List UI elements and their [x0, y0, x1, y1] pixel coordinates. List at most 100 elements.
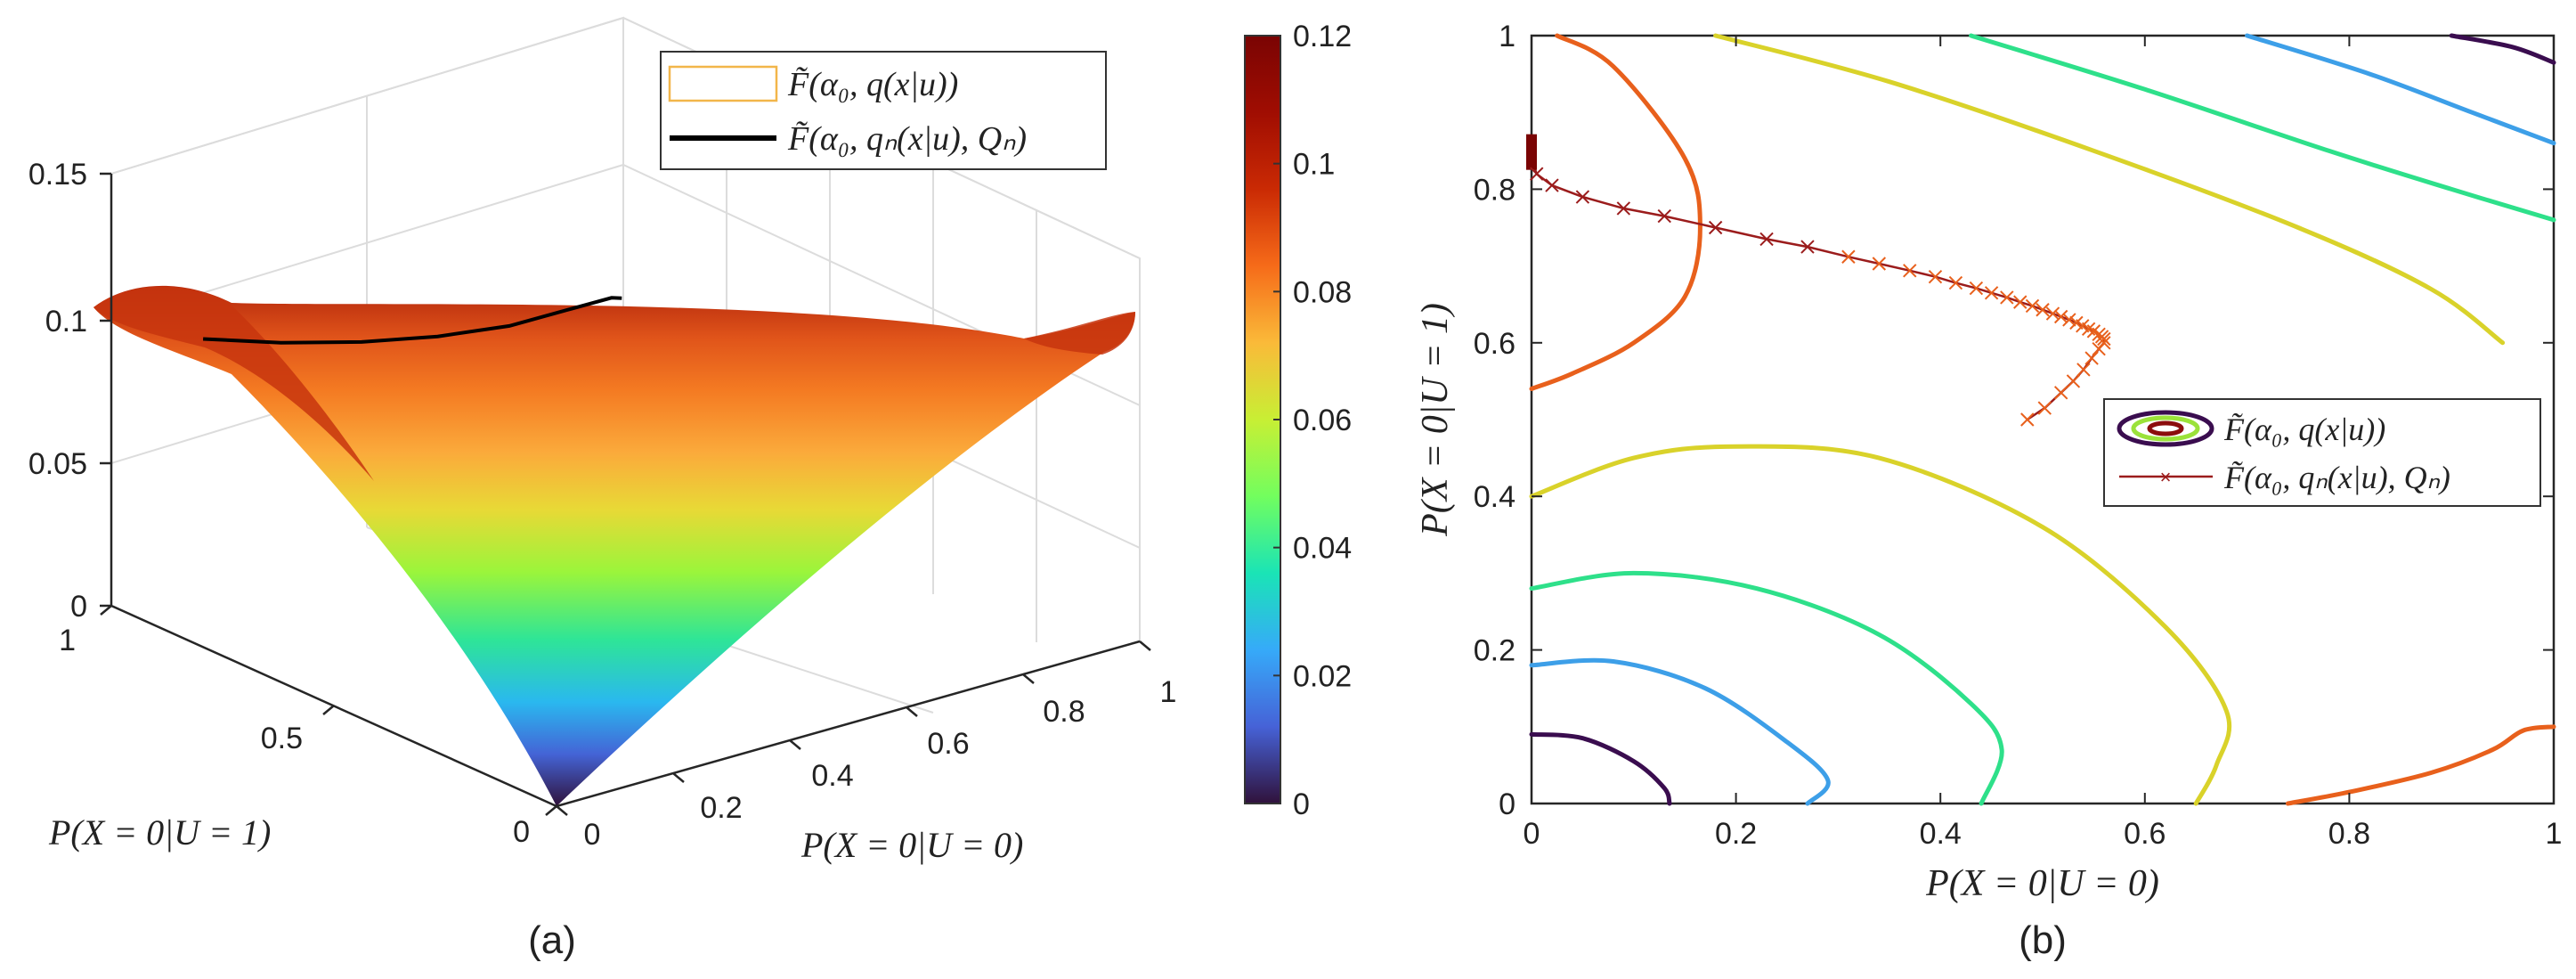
- trajectory-marker: [2084, 351, 2099, 365]
- trajectory-marker: [2092, 341, 2106, 356]
- trajectory-marker: [1928, 269, 1943, 284]
- x-tick-label: 0.2: [1715, 817, 1757, 851]
- panel-b-ylabel: P(X = 0|U = 1): [1415, 303, 1456, 537]
- legend-contour-ring: [2131, 415, 2200, 442]
- panel-b: 0 0.2 0.4 0.6 0.8 1 0 0.2 0.4 0.6 0.8 1 P(X = 0|U …: [1415, 20, 2562, 962]
- x-tick-label: 1: [2546, 817, 2563, 851]
- trajectory-marker: [1903, 264, 1917, 278]
- trajectory-start-marker: [1526, 134, 1537, 170]
- trajectory-marker: [1969, 281, 1984, 296]
- panel-a-y-ticks: 1 0.5 0: [59, 605, 557, 849]
- contour-line: [1529, 33, 1702, 391]
- trajectory-marker: [2097, 331, 2111, 347]
- legend-label: F̃(α₀, qₙ(x|u), Qₙ): [787, 120, 1027, 158]
- colorbar-tick-label: 0.02: [1293, 659, 1352, 693]
- colorbar-tick-label: 0.04: [1293, 532, 1352, 566]
- y-tick-label: 0.2: [1474, 634, 1516, 668]
- y-tick-label: 0: [513, 815, 530, 849]
- trajectory-marker: [1984, 286, 1999, 300]
- contour-line: [2286, 724, 2556, 806]
- legend-label: F̃(α₀, qₙ(x|u), Qₙ): [2223, 460, 2450, 495]
- legend-label: F̃(α₀, q(x|u)): [787, 66, 958, 103]
- colorbar-tick-label: 0.1: [1293, 148, 1335, 182]
- x-tick-label: 0.8: [1043, 695, 1085, 729]
- trajectory-marker: [2062, 313, 2076, 327]
- trajectory-marker: [2036, 303, 2050, 317]
- y-tick-label: 1: [1499, 20, 1516, 53]
- panel-b-trajectory: [1526, 134, 2111, 427]
- z-tick-label: 0.05: [28, 447, 87, 481]
- panel-a-x-ticks: 0 0.2 0.4 0.6 0.8 1: [556, 640, 1177, 852]
- y-tick-label: 0.8: [1474, 173, 1516, 207]
- panel-a: 0 0.05 0.1 0.15 1 0.5 0 0 0.2 0.4 0.6 0: [28, 16, 1352, 962]
- colorbar-tick-label: 0.06: [1293, 404, 1352, 437]
- contour-line: [1529, 570, 2004, 806]
- trajectory-marker: [2066, 374, 2081, 388]
- trajectory-marker: [2013, 295, 2027, 309]
- trajectory-marker: [2053, 309, 2068, 324]
- z-tick-label: 0: [70, 590, 87, 624]
- legend-contour-ring: [2117, 410, 2214, 447]
- panel-a-label: (a): [528, 918, 576, 962]
- z-tick-label: 0.1: [45, 305, 87, 339]
- panel-b-xlabel: P(X = 0|U = 0): [1925, 863, 2159, 904]
- panel-b-x-ticks: 0 0.2 0.4 0.6 0.8 1: [1524, 36, 2563, 851]
- trajectory-marker: [1841, 249, 1856, 264]
- trajectory-marker: [1616, 201, 1631, 216]
- panel-a-surface: [93, 285, 1135, 806]
- trajectory-marker: [1800, 240, 1815, 254]
- contour-line: [2245, 33, 2556, 146]
- trajectory-marker: [2037, 401, 2052, 415]
- legend-contour-ring: [2147, 420, 2184, 436]
- trajectory-marker: [2020, 412, 2035, 427]
- x-tick-label: 0.4: [811, 759, 853, 793]
- contour-line: [1529, 657, 1831, 806]
- panel-b-y-ticks: 0 0.2 0.4 0.6 0.8 1: [1474, 20, 2554, 821]
- x-tick-label: 0.6: [927, 727, 969, 761]
- legend-label: F̃(α₀, q(x|u)): [2223, 412, 2385, 447]
- y-tick-label: 0: [1499, 787, 1516, 821]
- panel-a-z-ticks: 0 0.05 0.1 0.15: [28, 158, 111, 624]
- trajectory-marker: [2045, 306, 2060, 321]
- trajectory-marker: [2000, 290, 2014, 305]
- trajectory-marker: [2025, 298, 2040, 314]
- panel-b-label: (b): [2019, 918, 2067, 962]
- contour-line: [1529, 731, 1672, 806]
- x-tick-label: 0.6: [2124, 817, 2166, 851]
- panel-a-trajectory: [203, 296, 622, 345]
- x-tick-label: 0: [1524, 817, 1540, 851]
- trajectory-marker: [1948, 275, 1963, 290]
- x-tick-label: 0: [584, 818, 601, 852]
- panel-a-ylabel: P(X = 0|U = 1): [48, 812, 271, 853]
- contour-line: [1969, 33, 2556, 223]
- x-tick-label: 0.8: [2328, 817, 2370, 851]
- x-tick-label: 1: [1160, 675, 1177, 709]
- y-tick-label: 0.6: [1474, 327, 1516, 361]
- y-tick-label: 0.4: [1474, 480, 1516, 514]
- trajectory-marker: [1872, 257, 1887, 271]
- trajectory-marker: [1759, 232, 1774, 247]
- trajectory-marker: [1575, 190, 1590, 204]
- trajectory-marker: [2053, 386, 2068, 400]
- panel-a-xlabel: P(X = 0|U = 0): [800, 825, 1023, 865]
- trajectory-marker: [1545, 178, 1559, 192]
- trajectory-marker: [1657, 208, 1671, 224]
- y-tick-label: 0.5: [261, 722, 303, 755]
- colorbar: 0 0.02 0.04 0.06 0.08 0.1 0.12: [1244, 20, 1352, 821]
- x-tick-label: 0.4: [1920, 817, 1962, 851]
- panel-a-legend: F̃(α₀, q(x|u)) F̃(α₀, qₙ(x|u), Qₙ): [660, 51, 1107, 170]
- contour-line: [1529, 444, 2232, 806]
- contour-line: [2449, 33, 2556, 65]
- colorbar-tick-label: 0: [1293, 787, 1310, 821]
- contour-line: [1713, 33, 2506, 346]
- legend-x-marker: ×: [2160, 466, 2172, 488]
- legend-surface-swatch: [668, 65, 778, 102]
- trajectory-marker: [1708, 220, 1723, 235]
- z-tick-label: 0.15: [28, 158, 87, 192]
- trajectory-marker: [2076, 363, 2091, 377]
- panel-b-legend: F̃(α₀, q(x|u)) × F̃(α₀, qₙ(x|u), Qₙ): [2103, 398, 2541, 507]
- y-tick-label: 1: [59, 624, 76, 657]
- contour-lines: [1529, 33, 2556, 806]
- x-tick-label: 0.2: [700, 791, 742, 825]
